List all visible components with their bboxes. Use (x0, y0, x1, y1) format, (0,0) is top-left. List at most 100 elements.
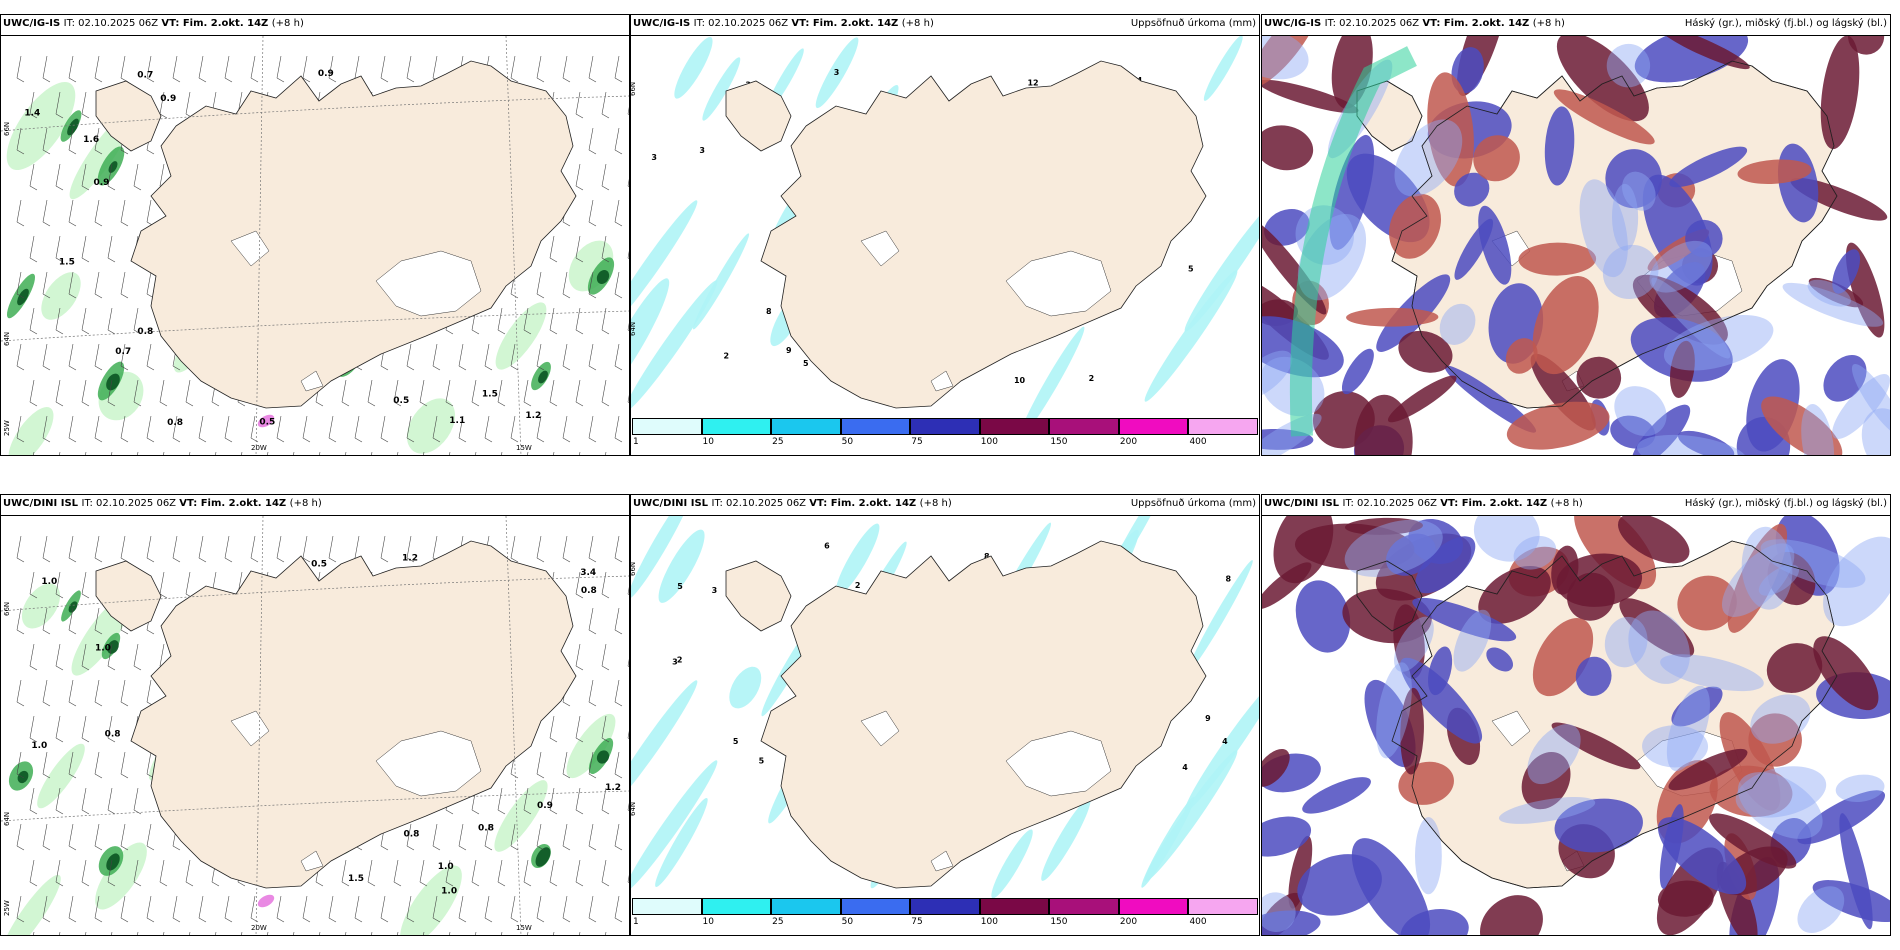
wind-barb (215, 931, 217, 935)
lead-time: (+8 h) (901, 18, 934, 29)
wind-barb (16, 823, 25, 851)
wind-barb (627, 802, 629, 811)
precip-label: 1.1 (449, 416, 465, 426)
valid-time: VT: Fim. 2.okt. 14Z (1422, 18, 1533, 29)
wind-barb (120, 415, 129, 443)
wind-barb (627, 106, 629, 115)
precip-label: 1.2 (605, 783, 621, 793)
iceland-land (95, 60, 577, 409)
wind-barb (588, 607, 597, 635)
wind-barb (276, 895, 285, 923)
map-plot: 55734231092348251486847531366N64N1102550… (631, 515, 1259, 935)
wind-barb (627, 322, 629, 331)
panel-title: Uppsöfnuð úrkoma (mm) (1130, 18, 1256, 29)
wind-barb (614, 271, 623, 299)
wind-barb (189, 451, 191, 455)
cloud-area (1297, 854, 1382, 916)
wind-barb (55, 715, 64, 743)
cloud-area (1329, 134, 1375, 250)
wind-barb (85, 931, 87, 935)
wind-barb (510, 823, 519, 851)
wind-barb (55, 235, 64, 263)
wind-barb (562, 535, 571, 563)
colorbar-label: 400 (1189, 437, 1207, 447)
cloud-area (1342, 588, 1432, 644)
wind-barb (185, 379, 194, 407)
precip-area (494, 780, 548, 852)
wind-barb (42, 823, 51, 851)
wind-barb (68, 415, 77, 443)
cloud-area (1262, 816, 1312, 857)
wind-barb (55, 859, 64, 887)
valid-time: VT: Fim. 2.okt. 14Z (179, 498, 290, 509)
wind-barb (397, 931, 399, 935)
glacier (375, 730, 482, 797)
map-canvas (1262, 36, 1890, 455)
wind-barb (146, 199, 155, 227)
panel-header: UWC/IG-IS IT: 02.10.2025 06Z VT: Fim. 2.… (631, 15, 1259, 33)
precip-label: 0.5 (259, 418, 275, 428)
precip-label: 0.9 (160, 94, 176, 104)
wind-barb (94, 343, 103, 371)
wind-barb (406, 823, 415, 851)
latitude-label: 66N (631, 561, 637, 576)
cloud-area (1835, 774, 1885, 802)
precip-area (991, 829, 1033, 899)
lead-time: (+8 h) (1550, 498, 1583, 509)
precip-label: 1.0 (41, 577, 57, 587)
cloud-area (1262, 749, 1290, 787)
wind-barb (354, 415, 363, 443)
wind-barb (523, 307, 532, 335)
wind-barb (458, 895, 467, 923)
cloud-area (1398, 330, 1453, 373)
cloud-area (1671, 686, 1723, 727)
wind-barb (81, 787, 90, 815)
cloud-area (1832, 249, 1861, 294)
wind-barb (510, 415, 519, 443)
precip-label: 9 (1205, 714, 1211, 723)
cloud-area (1861, 408, 1890, 455)
longitude-label: 15W (516, 444, 532, 452)
latitude-label: 66N (3, 601, 11, 616)
wind-barb (510, 55, 519, 83)
wind-barb (81, 307, 90, 335)
wind-barb (406, 895, 415, 923)
wind-barb (111, 451, 113, 455)
map-canvas: 5232243121013643753891223 (631, 36, 1259, 438)
precip-label: 1.5 (59, 257, 75, 267)
cloud-area (1532, 275, 1599, 375)
wind-barb (159, 379, 168, 407)
precip-label: 3 (651, 153, 657, 162)
cloud-area (1737, 772, 1823, 839)
wind-barb (42, 895, 51, 923)
cloud-area (1611, 183, 1639, 251)
glacier (300, 370, 324, 392)
precip-area (8, 407, 54, 455)
precip-area (835, 523, 880, 596)
wind-barb (319, 931, 321, 935)
precip-area (631, 516, 693, 599)
map-panel: UWC/IG-IS IT: 02.10.2025 06Z VT: Fim. 2.… (630, 14, 1260, 456)
wind-barb (614, 607, 623, 635)
colorbar-label: 1 (633, 917, 639, 927)
precip-label: 3 (672, 658, 678, 667)
wind-barb (16, 607, 25, 635)
wind-barb (198, 895, 207, 923)
wind-barb (614, 127, 623, 155)
cloud-area (1386, 533, 1436, 576)
wind-barb (341, 379, 350, 407)
wind-barb (341, 859, 350, 887)
wind-barb (588, 895, 597, 923)
wind-barb (16, 343, 25, 371)
wind-barb (29, 715, 38, 743)
wind-barb (81, 715, 90, 743)
precip-label: 8 (984, 552, 990, 561)
cloud-area (1262, 892, 1296, 933)
colorbar-label: 75 (911, 917, 923, 927)
cloud-area (1262, 316, 1344, 378)
wind-barb (549, 787, 558, 815)
wind-barb (562, 751, 571, 779)
wind-barb (458, 415, 467, 443)
wind-barb (628, 932, 629, 936)
wind-barb (627, 586, 629, 595)
